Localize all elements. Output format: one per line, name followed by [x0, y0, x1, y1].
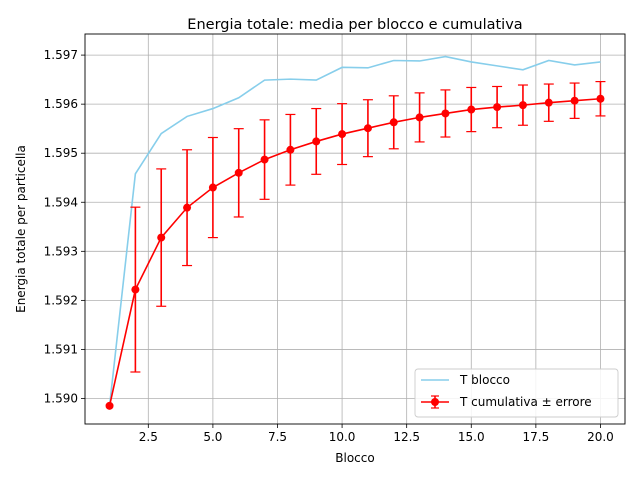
chart-title: Energia totale: media per blocco e cumul… — [187, 17, 522, 33]
data-point — [467, 105, 476, 114]
x-tick-label: 2.5 — [139, 430, 158, 444]
x-tick-label: 20.0 — [587, 430, 614, 444]
x-tick-label: 17.5 — [523, 430, 550, 444]
data-point — [338, 130, 347, 139]
legend: T blocco T cumulativa ± errore — [414, 368, 619, 418]
data-point — [518, 101, 527, 110]
legend-marker-cumulativa — [431, 398, 439, 406]
data-point — [234, 168, 243, 177]
data-point — [493, 103, 502, 112]
data-point — [286, 145, 295, 154]
data-point — [596, 94, 605, 103]
series-line-blocco — [108, 55, 601, 406]
data-point — [131, 285, 140, 294]
x-tick-label: 15.0 — [458, 430, 485, 444]
data-point — [389, 118, 398, 127]
y-tick-label: 1.596 — [44, 97, 78, 111]
y-tick-label: 1.592 — [44, 293, 78, 307]
y-axis: 1.590 1.591 1.592 1.593 1.594 1.595 1.596 1.597 — [44, 48, 85, 405]
y-tick-label: 1.595 — [44, 146, 78, 160]
x-axis: 2.5 5.0 7.5 10.0 12.5 15.0 17.5 20.0 — [139, 424, 614, 444]
x-axis-label: Blocco — [335, 451, 374, 465]
data-point — [208, 183, 217, 192]
data-point — [441, 109, 450, 118]
x-tick-label: 12.5 — [393, 430, 420, 444]
data-point — [157, 233, 166, 242]
series-layer — [105, 55, 606, 410]
data-point — [183, 203, 192, 212]
y-axis-label: Energia totale per particella — [14, 145, 28, 313]
y-tick-label: 1.590 — [44, 391, 78, 405]
x-tick-label: 5.0 — [203, 430, 222, 444]
data-point — [570, 96, 579, 105]
x-tick-label: 10.0 — [329, 430, 356, 444]
y-tick-label: 1.597 — [44, 48, 78, 62]
data-point — [260, 155, 269, 164]
data-point — [312, 137, 321, 146]
data-point — [105, 401, 114, 410]
plot-frame — [84, 33, 626, 425]
series-line-cumulativa — [108, 97, 601, 407]
y-tick-label: 1.594 — [44, 195, 78, 209]
legend-label-cumulativa: T cumulativa ± errore — [459, 395, 592, 409]
legend-label-blocco: T blocco — [459, 373, 510, 387]
y-tick-label: 1.591 — [44, 342, 78, 356]
legend-box — [414, 368, 619, 418]
data-point — [363, 124, 372, 133]
data-point — [544, 98, 553, 107]
y-tick-label: 1.593 — [44, 244, 78, 258]
x-tick-label: 7.5 — [268, 430, 287, 444]
data-point — [415, 113, 424, 122]
